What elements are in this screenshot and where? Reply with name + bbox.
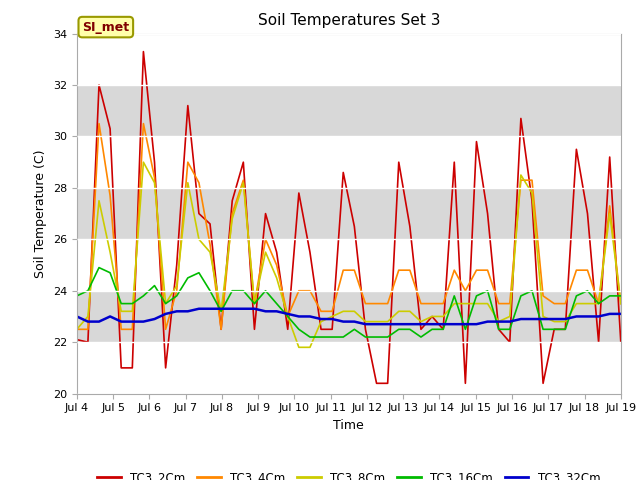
X-axis label: Time: Time <box>333 419 364 432</box>
Legend: TC3_2Cm, TC3_4Cm, TC3_8Cm, TC3_16Cm, TC3_32Cm: TC3_2Cm, TC3_4Cm, TC3_8Cm, TC3_16Cm, TC3… <box>92 466 605 480</box>
Bar <box>77 85 621 136</box>
Bar <box>77 291 621 342</box>
Title: Soil Temperatures Set 3: Soil Temperatures Set 3 <box>257 13 440 28</box>
Bar <box>77 188 621 240</box>
Text: SI_met: SI_met <box>82 21 129 34</box>
Y-axis label: Soil Temperature (C): Soil Temperature (C) <box>35 149 47 278</box>
